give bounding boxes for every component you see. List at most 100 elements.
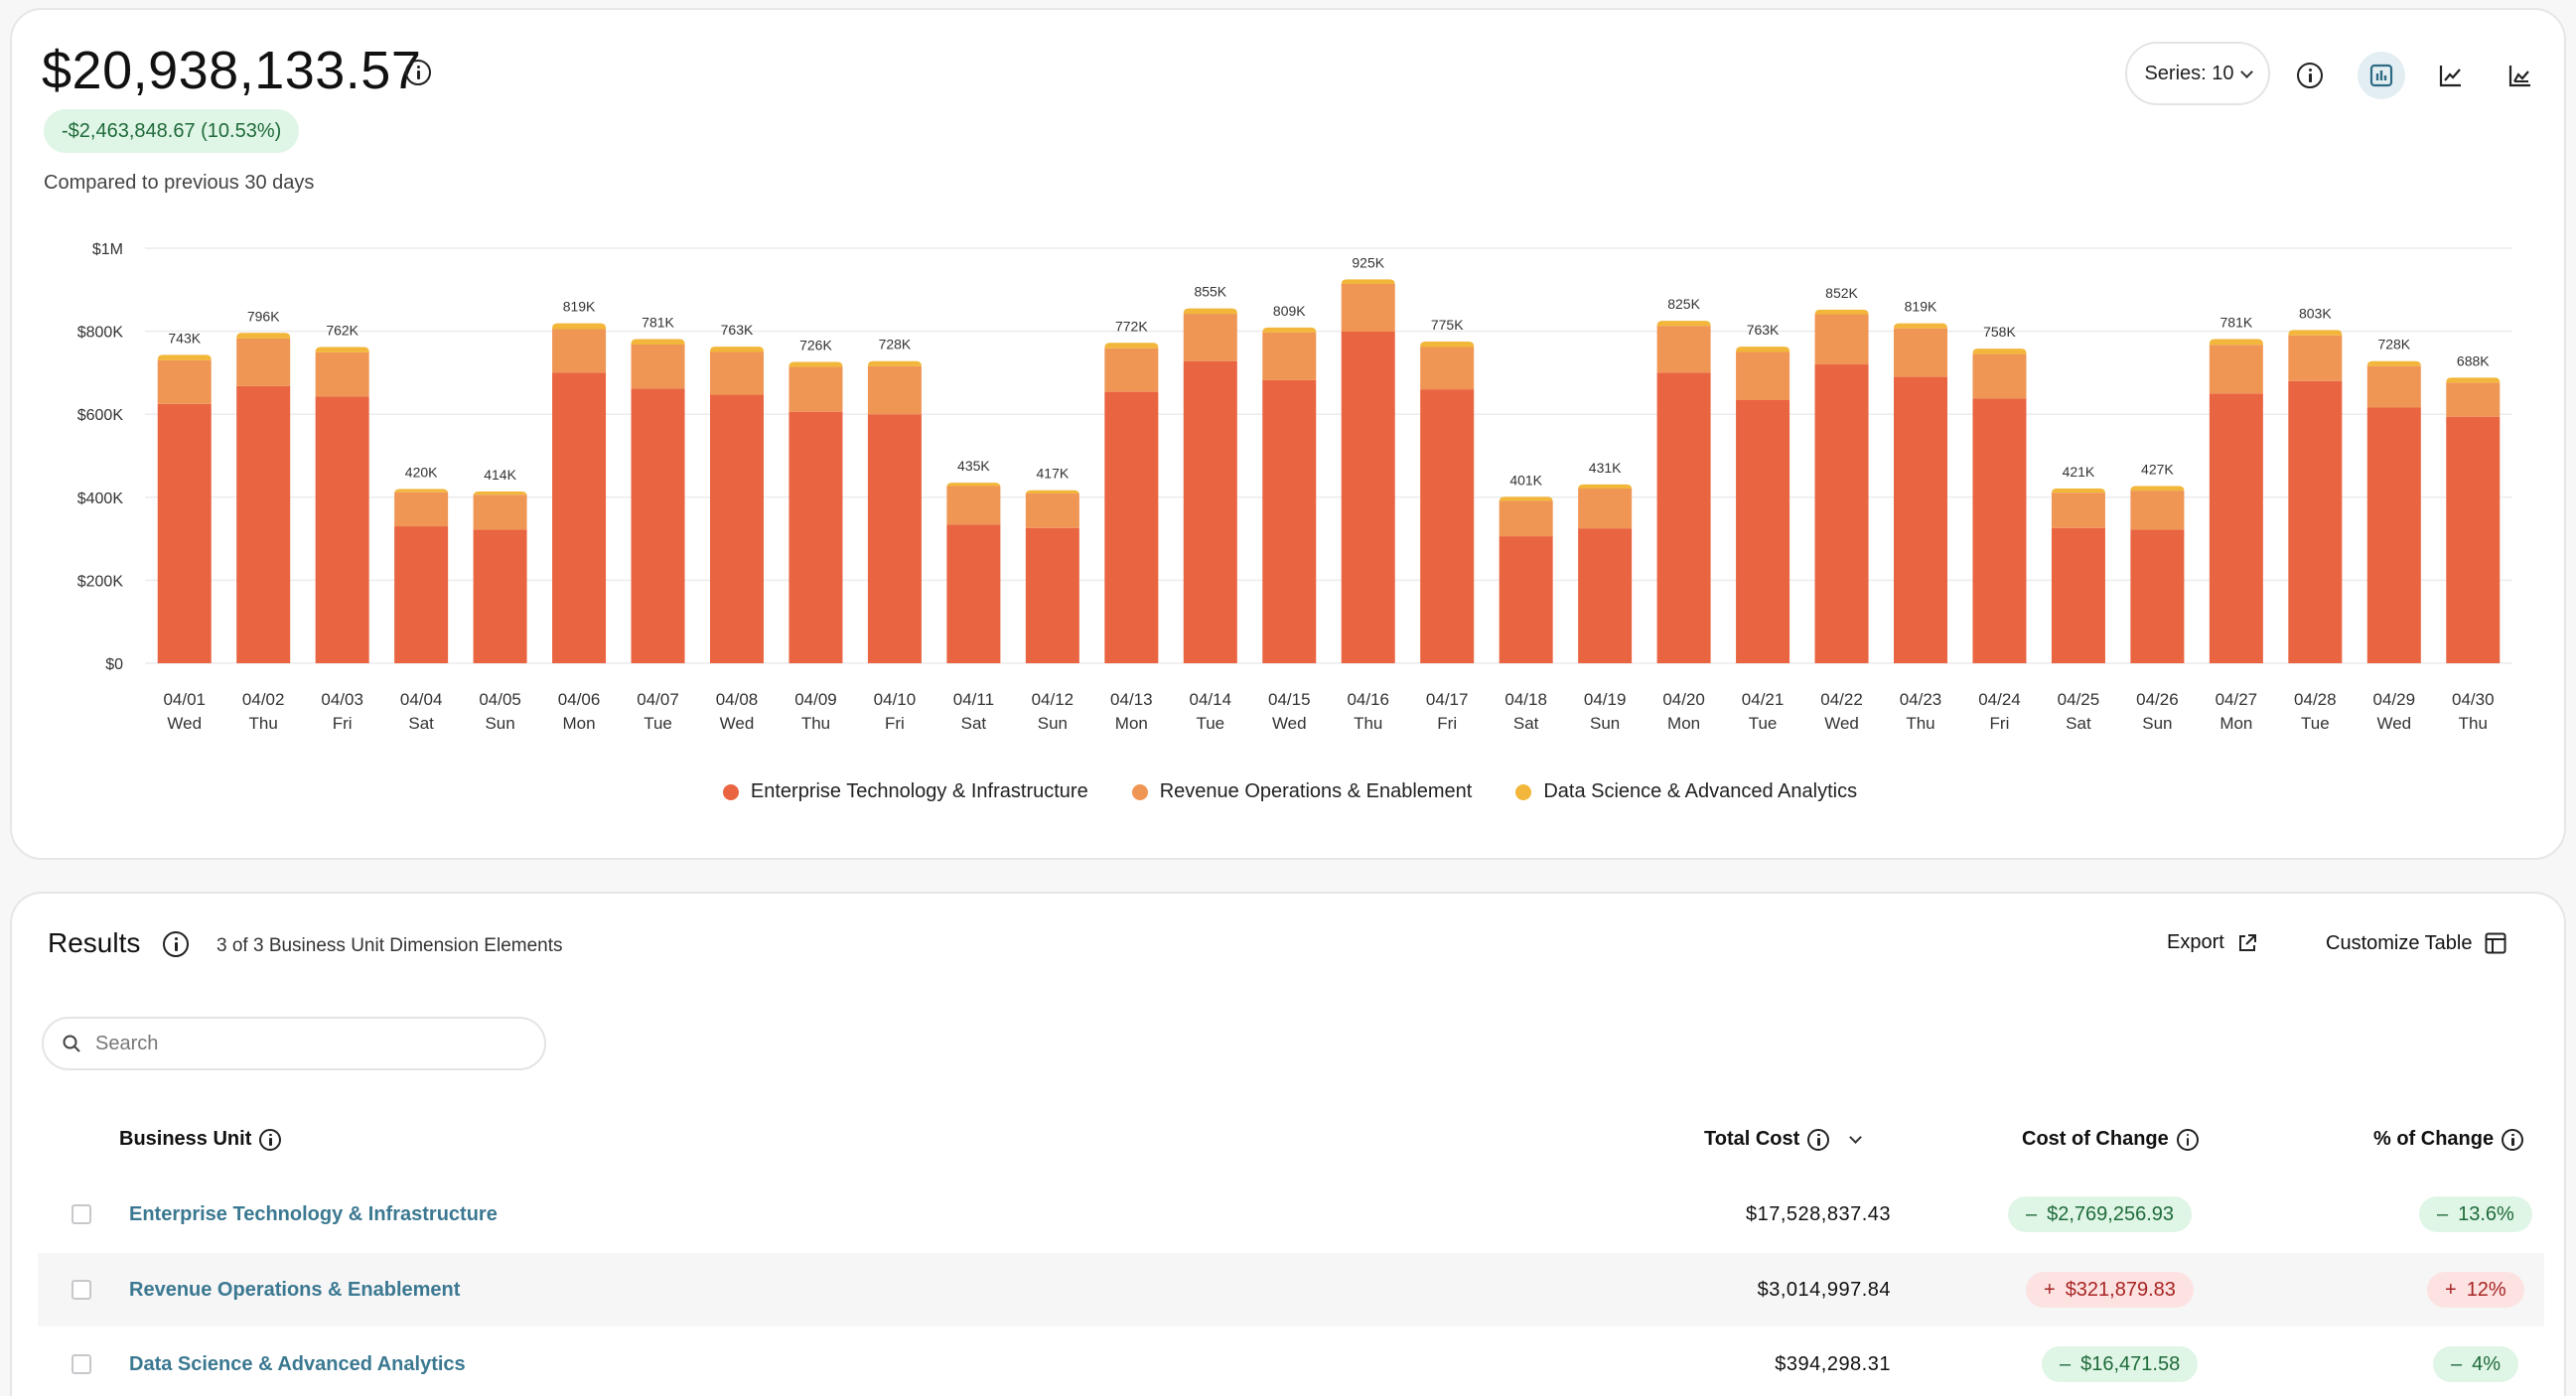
bar-total-label: 401K [1509,472,1542,488]
x-tick-label: 04/21 [1742,690,1785,709]
chart-legend: Enterprise Technology & Infrastructure R… [12,780,2568,803]
bar-segment [236,338,291,386]
area-chart-view-button[interactable] [2497,52,2544,99]
line-chart-view-button[interactable] [2427,52,2475,99]
business-unit-link[interactable]: Enterprise Technology & Infrastructure [129,1203,498,1225]
total-cost-cell: $394,298.31 [1775,1353,1891,1375]
legend-label: Revenue Operations & Enablement [1159,780,1473,802]
x-tick-weekday: Fri [1990,714,2010,733]
bar-total-label: 925K [1352,254,1384,270]
bar-segment [1972,398,2027,663]
column-header-cost-of-change[interactable]: Cost of Change [2022,1128,2199,1151]
column-header-pct-change[interactable]: % of Change [2373,1128,2524,1151]
x-tick-weekday: Thu [2459,714,2488,733]
legend-item-enterprise[interactable]: Enterprise Technology & Infrastructure [722,780,1088,803]
bar-total-label: 809K [1273,303,1306,319]
row-checkbox[interactable] [72,1354,91,1374]
x-tick-weekday: Wed [1272,714,1307,733]
x-tick-label: 04/25 [2058,690,2100,709]
bar-segment [1183,360,1237,663]
legend-swatch [1131,783,1148,800]
info-icon[interactable] [1807,1128,1830,1151]
legend-item-revenue[interactable]: Revenue Operations & Enablement [1131,780,1473,803]
info-icon [2297,63,2323,88]
info-icon[interactable] [2502,1128,2524,1151]
column-label: Cost of Change [2022,1128,2169,1150]
export-label: Export [2167,931,2224,953]
bar-segment [1420,347,1475,390]
customize-table-button[interactable]: Customize Table [2326,931,2507,955]
bar-segment [552,372,607,663]
bar-segment [1736,399,1790,663]
info-icon[interactable] [163,931,189,957]
x-tick-weekday: Tue [1196,714,1224,733]
bar-segment [2130,486,2185,491]
bar-total-label: 796K [247,308,280,324]
x-tick-weekday: Fri [333,714,353,733]
bar-segment [2288,335,2343,381]
bar-total-label: 825K [1667,296,1700,312]
bar-segment [788,366,843,412]
table-row: Data Science & Advanced Analytics $394,2… [38,1327,2544,1396]
bar-total-label: 688K [2457,352,2490,368]
sort-chevron-down-icon[interactable] [1849,1131,1863,1144]
legend-item-data-science[interactable]: Data Science & Advanced Analytics [1515,780,1857,803]
x-tick-weekday: Mon [563,714,596,733]
x-tick-weekday: Fri [885,714,905,733]
bar-total-label: 781K [2220,315,2253,331]
row-checkbox[interactable] [72,1204,91,1224]
x-tick-weekday: Wed [1824,714,1859,733]
bar-total-label: 427K [2141,462,2174,478]
x-tick-label: 04/30 [2452,690,2495,709]
x-tick-label: 04/10 [874,690,917,709]
search-field[interactable] [42,1017,546,1070]
x-tick-label: 04/07 [637,690,679,709]
business-unit-link[interactable]: Data Science & Advanced Analytics [129,1353,466,1375]
table-row: Enterprise Technology & Infrastructure $… [38,1178,2544,1251]
bar-segment [1341,332,1395,663]
bar-segment [867,414,922,663]
column-header-business-unit[interactable]: Business Unit [119,1128,282,1151]
column-header-total-cost[interactable]: Total Cost [1704,1128,1863,1151]
export-button[interactable]: Export [2167,931,2258,954]
x-tick-weekday: Thu [1906,714,1934,733]
bar-segment [2051,489,2105,494]
bar-segment [1972,349,2027,354]
bar-segment [1025,489,1079,495]
bar-segment [157,403,212,663]
results-count-text: 3 of 3 Business Unit Dimension Elements [216,935,563,956]
bar-segment [1262,327,1317,333]
chart-info-button[interactable] [2286,52,2334,99]
area-chart-icon [2508,66,2530,87]
y-tick-label: $600K [77,407,124,424]
plus-icon: + [2445,1278,2457,1301]
info-icon[interactable] [2176,1128,2199,1151]
business-unit-link[interactable]: Revenue Operations & Enablement [129,1279,461,1301]
search-input[interactable] [95,1032,512,1055]
bar-chart-view-button[interactable] [2358,52,2405,99]
bar-segment [2051,527,2105,663]
x-tick-weekday: Wed [720,714,755,733]
x-tick-weekday: Sat [1513,714,1539,733]
x-tick-weekday: Fri [1437,714,1457,733]
series-select[interactable]: Series: 10 [2125,42,2270,105]
info-icon[interactable] [405,60,431,85]
bar-segment [1262,379,1317,663]
x-tick-weekday: Sun [2142,714,2172,733]
chart-card: $20,938,133.57 -$2,463,848.67 (10.53%) C… [10,8,2566,860]
x-tick-weekday: Thu [801,714,830,733]
bar-segment [473,490,527,496]
info-icon[interactable] [259,1128,282,1151]
cost-change-value: $2,769,256.93 [2047,1202,2175,1225]
x-tick-label: 04/01 [163,690,206,709]
bar-total-label: 819K [1905,299,1937,315]
x-tick-weekday: Sat [2066,714,2091,733]
total-cost-value: $20,938,133.57 [42,41,422,100]
cost-change-badge: + $321,879.83 [2026,1272,2194,1308]
bar-segment [710,351,764,395]
x-tick-label: 04/19 [1584,690,1627,709]
bar-segment [2209,339,2263,346]
bar-segment [1656,326,1711,373]
bar-segment [1736,347,1790,352]
row-checkbox[interactable] [72,1280,91,1300]
